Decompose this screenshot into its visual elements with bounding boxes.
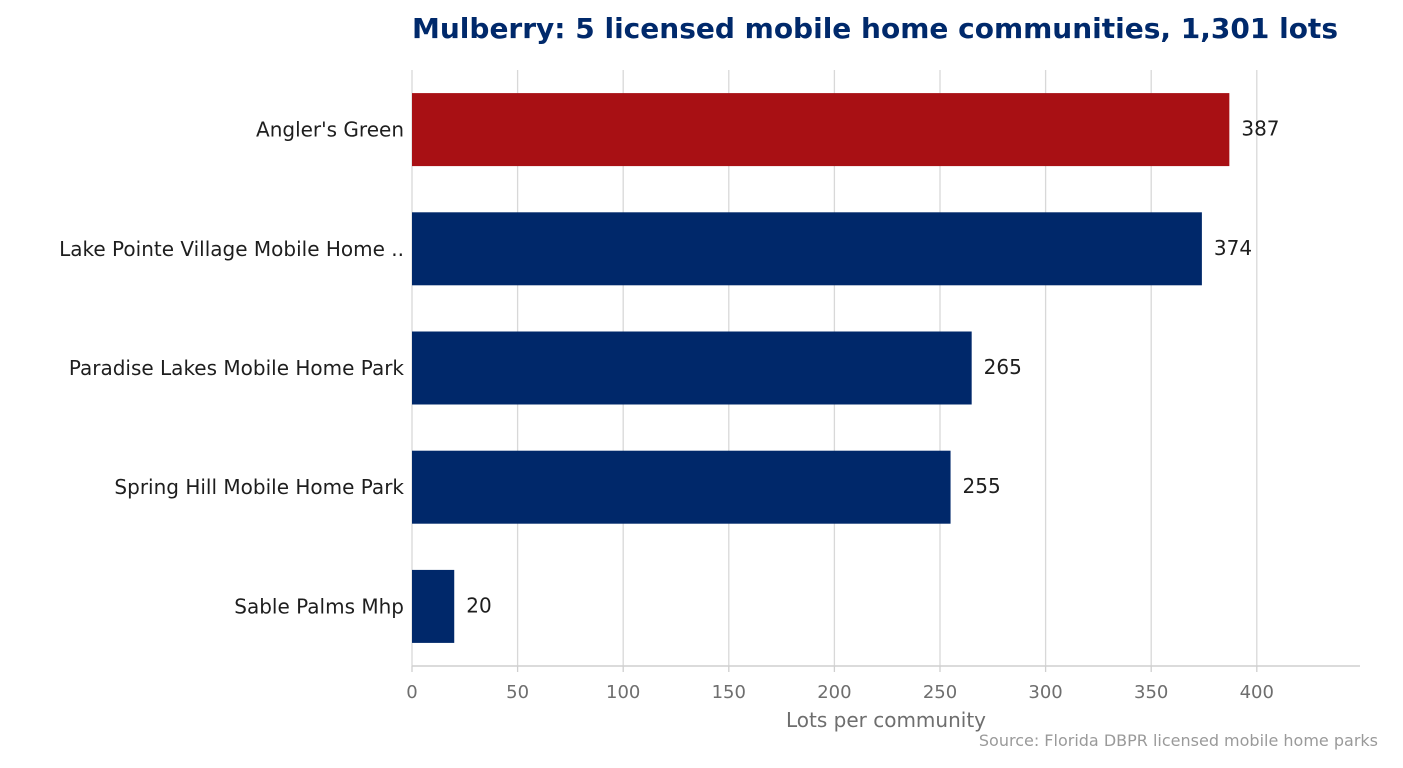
x-tick-label-250: 250 [923,682,957,703]
x-tick-label-400: 400 [1240,682,1274,703]
chart-title: Mulberry: 5 licensed mobile home communi… [412,12,1338,45]
x-axis-title: Lots per community [786,708,986,732]
x-tick-label-50: 50 [506,682,529,703]
bar-0 [412,93,1230,167]
source-note: Source: Florida DBPR licensed mobile hom… [978,731,1378,750]
x-tick-label-100: 100 [606,682,640,703]
value-label-2: 265 [984,355,1022,379]
category-label-4: Sable Palms Mhp [234,594,404,618]
x-tick-label-0: 0 [406,682,417,703]
category-label-3: Spring Hill Mobile Home Park [114,475,404,499]
bar-3 [412,450,951,524]
value-label-3: 255 [963,474,1001,498]
x-tick-label-150: 150 [712,682,746,703]
value-label-0: 387 [1241,117,1279,141]
x-tick-label-200: 200 [817,682,851,703]
bar-2 [412,331,972,405]
x-tick-label-300: 300 [1028,682,1062,703]
bar-1 [412,212,1202,286]
value-label-1: 374 [1214,236,1252,260]
value-label-4: 20 [466,593,491,617]
category-label-1: Lake Pointe Village Mobile Home .. [59,237,404,261]
category-label-0: Angler's Green [256,118,404,142]
bar-4 [412,569,455,643]
x-tick-label-350: 350 [1134,682,1168,703]
category-label-2: Paradise Lakes Mobile Home Park [69,356,405,380]
